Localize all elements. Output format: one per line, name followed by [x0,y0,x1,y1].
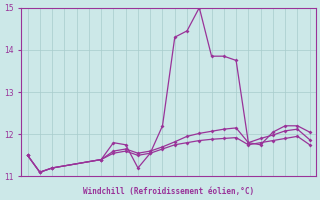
X-axis label: Windchill (Refroidissement éolien,°C): Windchill (Refroidissement éolien,°C) [83,187,254,196]
